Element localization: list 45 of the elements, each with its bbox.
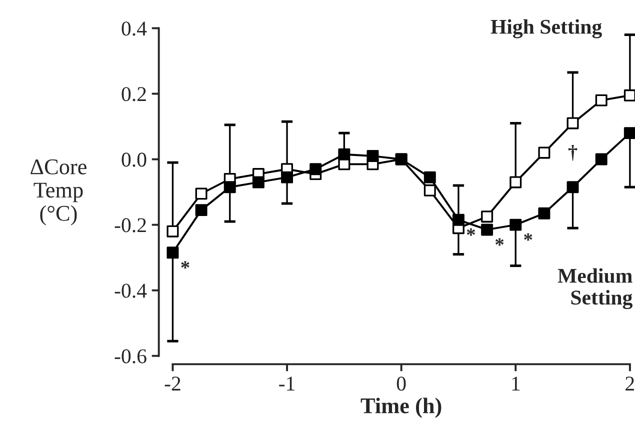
point (538, 207, 550, 220)
x-tick-label: -1 (279, 376, 294, 390)
y-tick-label: -0.4 (114, 284, 147, 298)
point (510, 218, 522, 231)
point (481, 224, 494, 236)
point (195, 188, 208, 200)
annotation: * (524, 233, 532, 241)
x-tick-label: 0 (396, 376, 406, 391)
point (452, 214, 464, 226)
point (224, 181, 236, 194)
y-tick-label: 0.4 (122, 22, 147, 36)
point (510, 176, 522, 188)
y-tick-label: -0.6 (114, 349, 146, 364)
y-tick-label: -0.2 (114, 218, 146, 232)
x-tick-label: 2 (626, 376, 634, 390)
point (195, 204, 208, 216)
point (566, 117, 579, 130)
annotation: * (495, 238, 504, 246)
x-tick-label: 1 (512, 376, 520, 390)
point (310, 163, 322, 176)
point (624, 127, 635, 140)
point (281, 171, 294, 184)
point (566, 181, 579, 194)
point (166, 246, 179, 259)
point (595, 153, 608, 166)
x-axis-title: Time (h) (360, 398, 442, 418)
point (166, 225, 179, 238)
annotation: * (466, 228, 476, 236)
x-tick-label: -2 (164, 376, 180, 390)
point (424, 171, 436, 184)
y-tick-label: 0.2 (122, 87, 146, 102)
point (538, 146, 550, 159)
annotation: † (568, 144, 578, 161)
point (338, 148, 350, 160)
point (624, 89, 635, 102)
point (366, 150, 379, 162)
point (595, 94, 608, 106)
point (481, 210, 494, 223)
point (252, 176, 264, 188)
y-axis-title: ΔCore Temp (°C) (30, 159, 86, 226)
text: High Setting (490, 19, 602, 38)
annotation: * (181, 261, 190, 269)
point (424, 184, 436, 196)
text: Medium Setting (558, 268, 632, 310)
y-tick-label: 0.0 (122, 152, 146, 167)
